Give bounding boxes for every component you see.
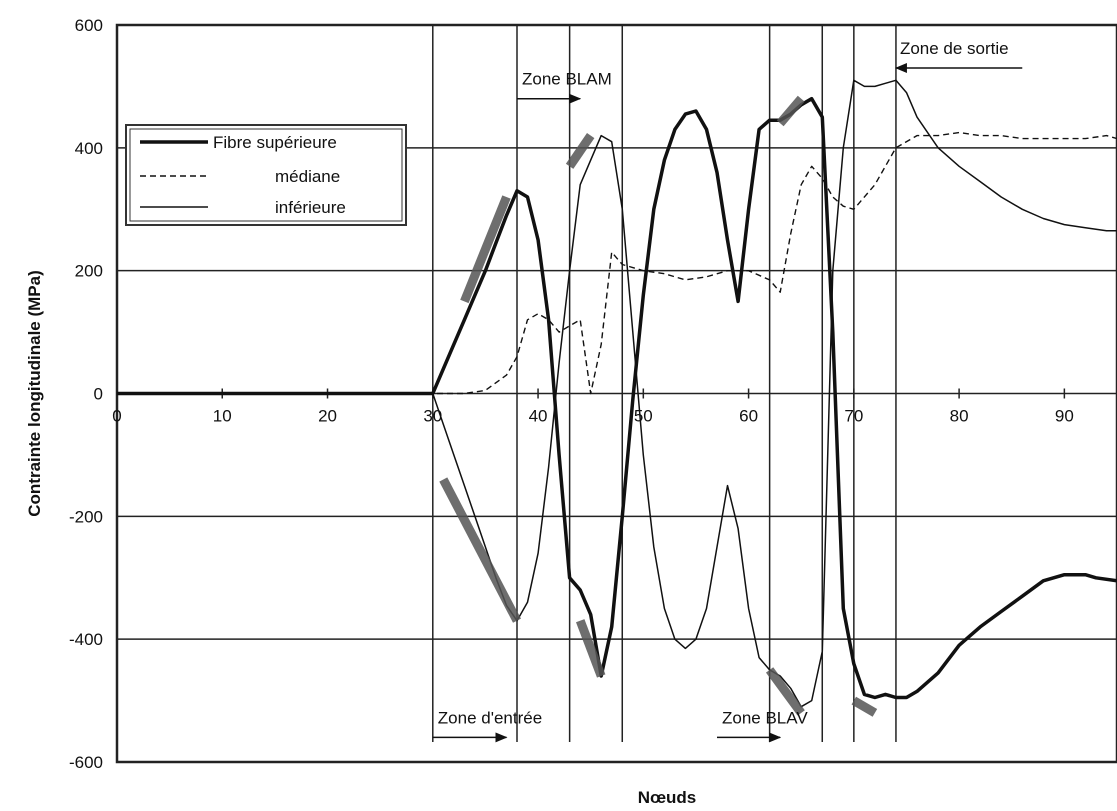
highlight-segment [460, 195, 511, 304]
x-tick-label: 20 [318, 407, 337, 426]
y-tick-label: 200 [75, 262, 103, 281]
highlight-segment [765, 667, 805, 716]
x-tick-label: 50 [634, 407, 653, 426]
legend: Fibre supérieure médiane inférieure [125, 124, 407, 226]
x-tick-label: 40 [529, 407, 548, 426]
highlight-segment [776, 95, 805, 127]
x-tick-label: 90 [1055, 407, 1074, 426]
y-tick-label: -600 [69, 753, 103, 772]
highlight-segment [575, 619, 606, 678]
y-tick-label: 0 [94, 385, 103, 404]
series-line-2 [117, 79, 1117, 708]
y-tick-label: 400 [75, 139, 103, 158]
zone-label: Zone d'entrée [438, 708, 542, 727]
legend-inner-border [129, 128, 403, 222]
series-line-1 [117, 131, 1117, 395]
legend-label: Fibre supérieure [213, 133, 337, 152]
legend-label: médiane [275, 167, 340, 186]
x-tick-label: 60 [739, 407, 758, 426]
x-tick-label: 80 [950, 407, 969, 426]
y-tick-label: -400 [69, 630, 103, 649]
x-tick-label: 10 [213, 407, 232, 426]
zone-label: Zone de sortie [900, 39, 1009, 58]
highlight-segment [439, 477, 521, 623]
y-tick-label: 600 [75, 16, 103, 35]
x-axis-title: Nœuds [638, 788, 697, 807]
zone-label: Zone BLAM [522, 70, 612, 89]
legend-label: inférieure [275, 198, 346, 217]
highlight-segment [851, 696, 878, 717]
highlight-segment [565, 133, 595, 169]
y-tick-label: -200 [69, 507, 103, 526]
zone-label: Zone BLAV [722, 708, 808, 727]
series-line-0 [117, 96, 1117, 700]
y-axis-title: Contrainte longitudinale (MPa) [25, 270, 44, 517]
x-tick-label: 0 [112, 407, 121, 426]
